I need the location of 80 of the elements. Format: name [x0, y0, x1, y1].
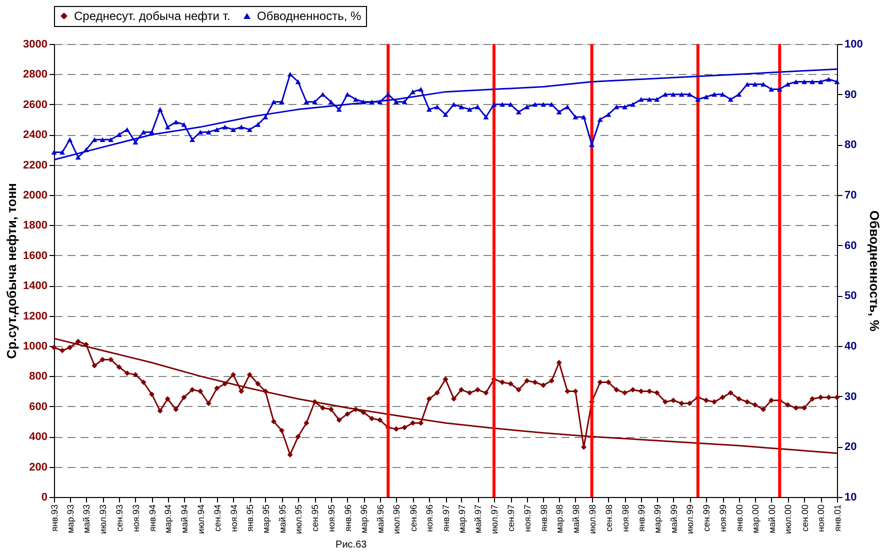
x-tick-label: июл.00	[783, 504, 794, 534]
x-tick-label: ноя.96	[424, 504, 435, 532]
x-tick-label: мар.93	[65, 504, 76, 534]
x-tick-label: сен.97	[506, 504, 516, 532]
x-tick-label: мар.95	[260, 504, 271, 534]
x-tick-label: май.97	[473, 504, 484, 534]
y-tick-label: 0	[41, 492, 48, 504]
y2-tick-label: 20	[844, 441, 857, 454]
x-tick-label: ноя.97	[522, 504, 532, 532]
y2-axis-title: Обводненность, %	[866, 210, 882, 332]
x-tick-label: мар.99	[652, 504, 662, 534]
x-tick-label: ноя.93	[130, 504, 141, 532]
x-tick-label: сен.95	[310, 504, 320, 532]
y2-tick-label: 70	[844, 190, 857, 202]
y2-tick-label: 40	[844, 340, 857, 352]
x-tick-label: мар.96	[359, 504, 369, 534]
y-tick-label: 1200	[23, 310, 48, 322]
legend-label: Обводненность, %	[257, 9, 362, 23]
x-tick-label: сен.96	[408, 504, 418, 532]
x-tick-label: май.96	[375, 504, 386, 534]
x-tick-label: сен.93	[114, 504, 125, 532]
x-tick-label: ноя.00	[816, 504, 826, 532]
y-tick-label: 200	[29, 461, 48, 474]
y2-tick-label: 90	[844, 88, 857, 101]
y-tick-label: 600	[29, 400, 48, 413]
x-tick-label: янв.00	[734, 504, 744, 532]
x-tick-label: ноя.98	[620, 504, 630, 532]
y-tick-label: 2200	[23, 159, 48, 172]
x-tick-label: сен.00	[800, 504, 810, 532]
x-tick-label: май.93	[82, 504, 92, 534]
y2-tick-label: 80	[844, 139, 857, 152]
y-tick-label: 1600	[23, 250, 48, 262]
y-tick-label: 1000	[23, 340, 48, 352]
y-tick-label: 400	[29, 431, 48, 444]
y-tick-label: 2600	[23, 98, 48, 111]
y-tick-label: 1800	[23, 220, 48, 232]
x-tick-label: янв.99	[636, 504, 647, 532]
y-tick-label: 2400	[23, 129, 48, 142]
x-tick-label: мар.98	[554, 504, 565, 534]
text: Рис.63	[336, 539, 368, 550]
x-tick-label: янв.01	[832, 504, 842, 532]
x-tick-label: июл.94	[196, 504, 206, 534]
x-tick-label: янв.95	[245, 504, 256, 532]
y-tick-label: 2800	[23, 68, 48, 81]
x-tick-label: июл.98	[587, 504, 598, 534]
x-tick-label: мар.97	[456, 504, 467, 534]
x-tick-label: янв.98	[538, 504, 549, 532]
x-tick-label: сен.98	[604, 504, 614, 532]
x-tick-label: ноя.99	[718, 504, 728, 532]
y2-tick-label: 10	[844, 492, 857, 504]
x-tick-label: июл.95	[294, 504, 304, 534]
y2-tick-label: 50	[844, 290, 857, 302]
legend-label: Среднесут. добыча нефти т.	[74, 9, 230, 23]
y-tick-label: 2000	[23, 190, 48, 202]
y2-tick-label: 100	[844, 38, 863, 50]
x-tick-label: янв.93	[50, 504, 60, 532]
x-tick-label: июл.99	[685, 504, 696, 534]
x-tick-label: май.95	[277, 504, 288, 534]
x-tick-label: июл.93	[98, 504, 108, 534]
x-tick-label: мар.00	[750, 504, 760, 534]
x-tick-label: мар.94	[163, 504, 174, 534]
x-tick-label: янв.97	[441, 504, 451, 532]
x-tick-label: май.94	[179, 504, 190, 534]
y-tick-label: 1400	[23, 280, 48, 292]
x-tick-label: ноя.94	[228, 504, 239, 532]
x-tick-label: ноя.95	[326, 504, 337, 532]
x-tick-label: май.98	[570, 504, 581, 534]
y-axis-title: Ср.сут.добыча нефти, тонн	[4, 183, 20, 359]
x-tick-label: июл.97	[490, 504, 500, 534]
y-tick-label: 800	[29, 370, 48, 383]
x-tick-label: сен.94	[212, 504, 222, 532]
x-tick-label: янв.96	[342, 504, 353, 532]
x-tick-label: май.00	[766, 504, 777, 534]
x-tick-label: июл.96	[392, 504, 402, 534]
x-tick-label: сен.99	[702, 504, 712, 532]
x-tick-label: янв.94	[147, 504, 158, 532]
y2-tick-label: 60	[844, 240, 857, 252]
y2-tick-label: 30	[844, 390, 857, 403]
x-tick-label: май.99	[668, 504, 679, 534]
y-tick-label: 3000	[23, 38, 48, 50]
